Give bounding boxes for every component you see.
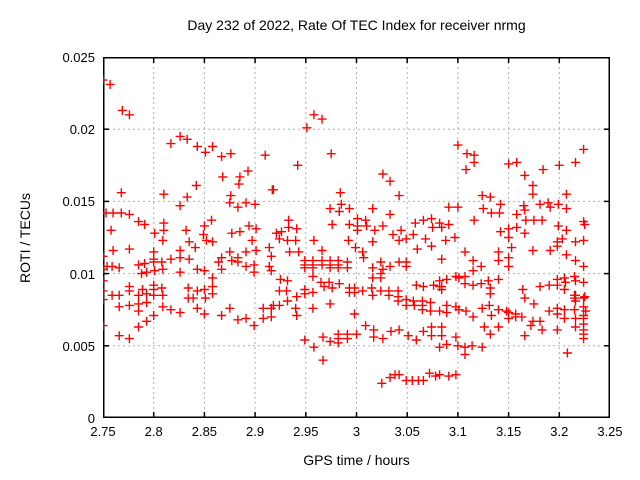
x-tick-label: 2.8 xyxy=(144,424,163,439)
y-tick-label: 0.01 xyxy=(69,266,95,282)
x-tick-label: 3.15 xyxy=(495,424,522,439)
plot-area xyxy=(103,57,610,418)
y-axis-title: ROTI / TECUs xyxy=(17,193,33,283)
scatter-points-layer xyxy=(103,57,610,418)
y-tick-label: 0.005 xyxy=(62,338,95,354)
x-tick-label: 3.1 xyxy=(448,424,467,439)
x-tick-label: 3.05 xyxy=(394,424,420,439)
y-tick-label: 0.02 xyxy=(69,122,95,138)
x-tick-label: 2.95 xyxy=(293,424,319,439)
y-tick-label: 0.025 xyxy=(62,50,95,65)
x-tick-label: 2.85 xyxy=(191,424,218,439)
y-tick-label: 0 xyxy=(87,411,95,426)
x-axis-title: GPS time / hours xyxy=(303,452,410,468)
x-tick-label: 3.2 xyxy=(550,424,569,439)
scatter-plus-markers xyxy=(103,75,591,388)
y-tick-label: 0.015 xyxy=(62,194,95,210)
x-tick-label: 2.75 xyxy=(90,424,116,439)
x-tick-label: 3.25 xyxy=(597,424,623,439)
plot-border xyxy=(103,57,610,418)
x-tick-label: 2.9 xyxy=(246,424,265,439)
chart-title: Day 232 of 2022, Rate Of TEC Index for r… xyxy=(187,17,526,33)
x-tick-label: 3 xyxy=(352,424,361,439)
